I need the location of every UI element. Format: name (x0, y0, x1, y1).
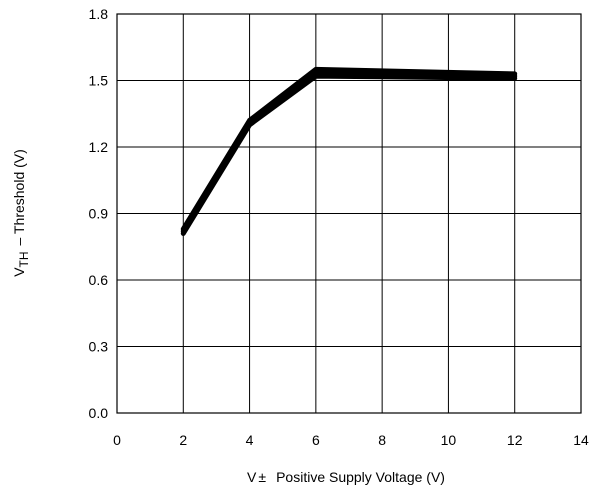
x-tick-label-7: 14 (573, 432, 589, 448)
x-axis-label-text: Positive Supply Voltage (V) (276, 469, 445, 485)
series-line-2 (180, 73, 518, 236)
y-tick-label-6: 1.8 (89, 6, 109, 22)
x-tick-label-3: 6 (312, 432, 320, 448)
x-axis-label: V ± Positive Supply Voltage (V) (247, 469, 445, 485)
y-axis-label-subscript: TH (17, 251, 31, 267)
x-tick-label-2: 4 (246, 432, 254, 448)
x-tick-label-4: 8 (378, 432, 386, 448)
y-axis-ticks: 0.0 0.3 0.6 0.9 1.2 1.5 1.8 (89, 6, 109, 421)
x-tick-label-6: 12 (507, 432, 523, 448)
x-axis-ticks: 0 2 4 6 8 10 12 14 (113, 432, 589, 448)
x-axis-label-symbol: ± (258, 469, 266, 485)
y-tick-label-5: 1.5 (89, 73, 109, 89)
y-tick-label-1: 0.3 (89, 339, 109, 355)
x-axis-label-prefix: V (247, 469, 257, 485)
y-tick-label-0: 0.0 (89, 405, 109, 421)
y-axis-label: VTH – Threshold (V) (11, 149, 31, 277)
y-tick-label-2: 0.6 (89, 272, 109, 288)
plot-frame (116, 13, 582, 414)
y-tick-label-3: 0.9 (89, 206, 109, 222)
x-tick-label-5: 10 (441, 432, 457, 448)
y-tick-label-4: 1.2 (89, 139, 109, 155)
y-axis-label-text: – Threshold (V) (11, 149, 27, 245)
x-tick-label-0: 0 (113, 432, 121, 448)
x-tick-label-1: 2 (179, 432, 187, 448)
y-axis-label-base: V (11, 267, 27, 277)
series-layer (180, 66, 518, 236)
